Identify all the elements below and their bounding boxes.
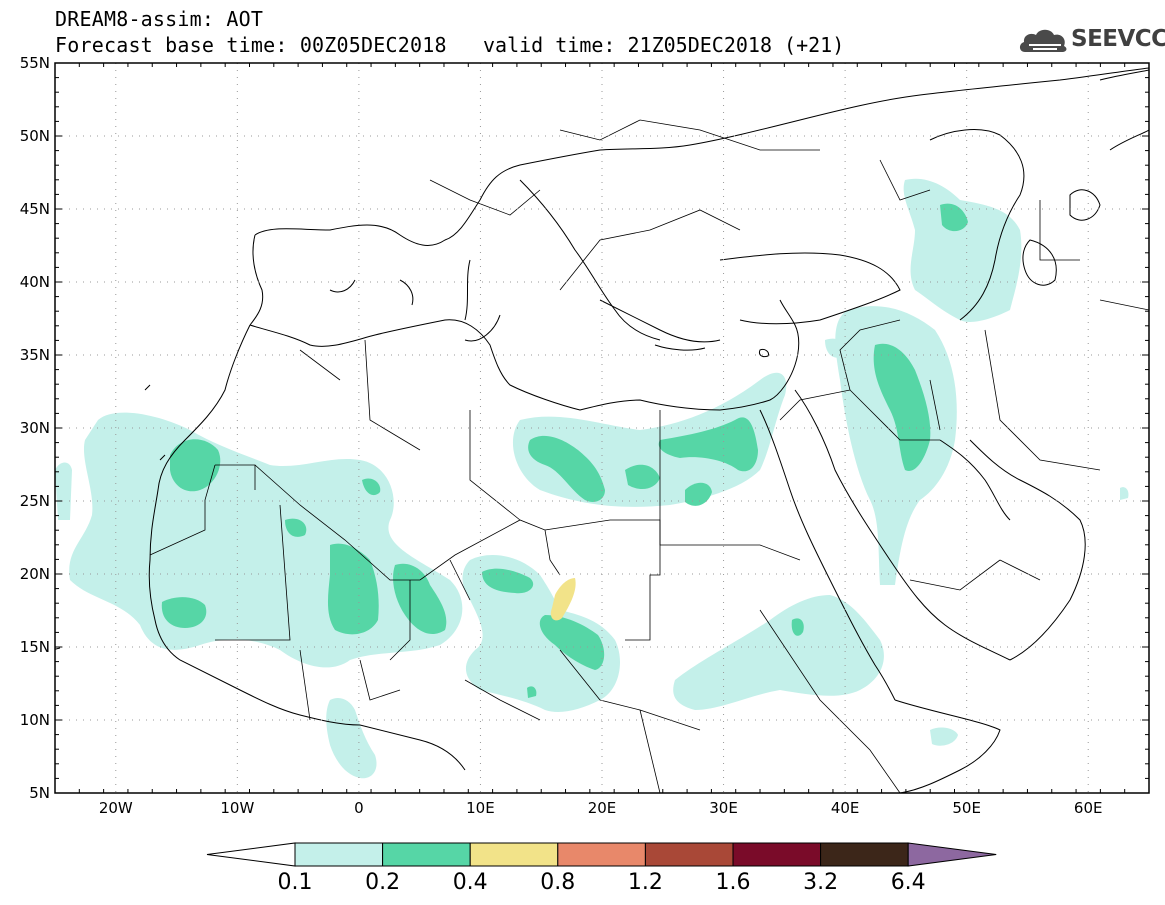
colorbar-segment xyxy=(644,842,734,867)
longitude-label: 20E xyxy=(588,799,617,817)
longitude-axis: 20W 10W 0 10E 20E 30E 40E 50E 60E xyxy=(54,63,1150,817)
colorbar-label: 6.4 xyxy=(890,870,926,895)
longitude-label: 30E xyxy=(709,799,738,817)
aot-level-0.2 xyxy=(161,203,968,698)
latitude-label: 40N xyxy=(20,273,50,291)
latitude-label: 15N xyxy=(20,638,50,656)
latitude-label: 25N xyxy=(20,492,50,510)
latitude-label: 10N xyxy=(20,711,50,729)
colorbar-segment xyxy=(557,842,646,867)
colorbar-label: 0.8 xyxy=(540,870,576,895)
longitude-label: 10E xyxy=(466,799,495,817)
longitude-label: 50E xyxy=(952,799,981,817)
aot-level-0.4 xyxy=(550,578,576,621)
colorbar-label: 0.2 xyxy=(365,870,401,895)
latitude-label: 30N xyxy=(20,419,50,437)
colorbar-label: 0.1 xyxy=(277,870,313,895)
colorbar-label: 0.4 xyxy=(452,870,488,895)
colorbar-segment xyxy=(469,842,559,867)
colorbar-segment xyxy=(820,842,909,867)
longitude-label: 40E xyxy=(831,799,860,817)
colorbar xyxy=(206,842,997,867)
colorbar-label: 3.2 xyxy=(803,870,839,895)
longitude-label: 0 xyxy=(354,799,364,817)
colorbar-segment xyxy=(294,842,384,867)
latitude-label: 35N xyxy=(20,346,50,364)
valid-time: valid time: 21Z05DEC2018 (+21) xyxy=(483,33,845,57)
chart-title: DREAM8-assim: AOT xyxy=(55,7,264,31)
graticule xyxy=(55,63,1149,793)
colorbar-label: 1.2 xyxy=(627,870,663,895)
latitude-axis: 55N 50N 45N 40N 35N 30N 25N 20N 15N 10N 5N xyxy=(20,54,1149,802)
forecast-base-time: Forecast base time: 00Z05DEC2018 xyxy=(55,33,447,57)
latitude-label: 5N xyxy=(29,784,50,802)
longitude-label: 10W xyxy=(220,799,254,817)
coastlines-borders xyxy=(55,67,1149,793)
latitude-label: 45N xyxy=(20,200,50,218)
latitude-label: 55N xyxy=(20,54,50,72)
longitude-label: 20W xyxy=(99,799,133,817)
aot-shading xyxy=(55,178,1129,779)
colorbar-low-arrow xyxy=(206,842,296,867)
longitude-label: 60E xyxy=(1074,799,1103,817)
colorbar-segment xyxy=(382,842,471,867)
cloud-icon xyxy=(1019,29,1067,52)
colorbar-high-arrow xyxy=(907,842,997,867)
country-borders xyxy=(149,119,1149,793)
colorbar-segment xyxy=(732,842,822,867)
logo-text: SEEVCCC xyxy=(1071,26,1165,52)
latitude-label: 50N xyxy=(20,127,50,145)
seevccc-logo: SEEVCCC xyxy=(1017,24,1165,56)
colorbar-label: 1.6 xyxy=(715,870,751,895)
latitude-label: 20N xyxy=(20,565,50,583)
